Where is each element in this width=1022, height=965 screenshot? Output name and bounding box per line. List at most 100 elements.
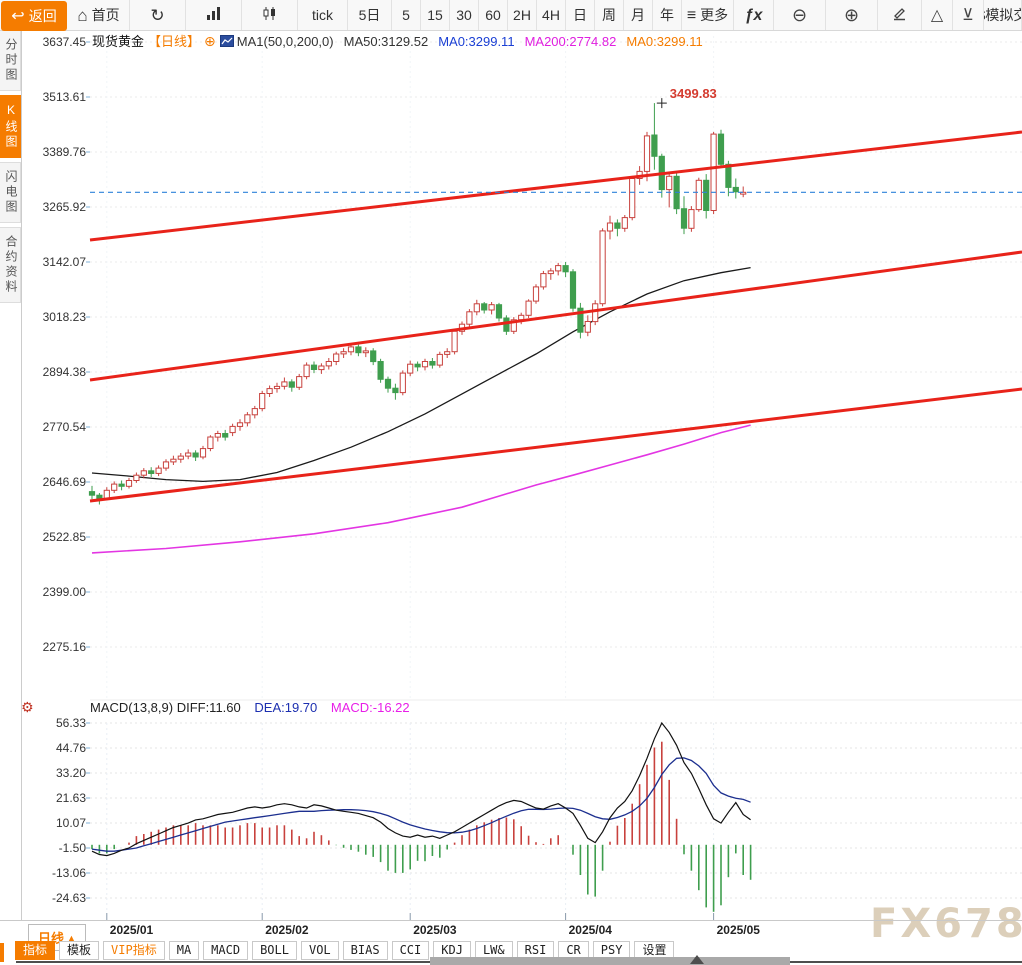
chart-type-sidebar: 分时图 K线图闪电图合约资料 — [0, 30, 22, 920]
macd-axis-tick: 33.20 — [55, 765, 86, 780]
tab-template[interactable]: 模板 — [59, 941, 100, 960]
tab-macd[interactable]: MACD — [203, 941, 249, 960]
macd-axis-tick: -13.06 — [51, 865, 86, 880]
period-30-button[interactable]: 30 — [450, 0, 479, 30]
toolbar-label: 2H — [513, 7, 531, 23]
macd-dea-value: DEA:19.70 — [254, 700, 318, 715]
toolbar-label: 15 — [427, 7, 443, 23]
ma-values: MA50:3129.52 MA0:3299.11 MA200:2774.82 MA0:… — [334, 34, 703, 49]
macd-header: MACD(13,8,9) DIFF:11.60 DEA:19.70 MACD:-… — [90, 700, 420, 715]
macd-macd-value: MACD:-16.22 — [330, 700, 410, 715]
price-axis-tick: 3637.45 — [42, 35, 86, 49]
period-month-button[interactable]: 月 — [624, 0, 653, 30]
tab-boll[interactable]: BOLL — [252, 941, 297, 960]
pencil-icon — [892, 6, 907, 24]
home-icon: ⌂ — [77, 5, 88, 25]
macd-axis-tick: 56.33 — [55, 716, 86, 730]
toolbar-label: 周 — [602, 7, 616, 23]
macd-axis-tick: 21.63 — [55, 791, 86, 805]
tab-contract-info[interactable]: 合约资料 — [0, 227, 21, 303]
ma-settings: MA1(50,0,200,0) — [236, 34, 334, 49]
candlestick-icon — [262, 6, 278, 24]
xor-icon: ⊻ — [962, 6, 974, 24]
send-bottom-button[interactable]: ⊻ — [953, 0, 984, 30]
toolbar-label: 5日 — [358, 7, 381, 23]
tab-psy[interactable]: PSY — [592, 941, 631, 960]
shape-triangle-button[interactable]: △ — [922, 0, 953, 30]
draw-button[interactable] — [878, 0, 922, 30]
time-axis-tick: 2025/04 — [568, 923, 612, 937]
scrollbar-arrow-icon — [690, 955, 704, 964]
bottom-scrollbar-thumb[interactable] — [430, 957, 790, 965]
tick-button[interactable]: tick — [298, 0, 348, 30]
ma-value: MA0:3299.11 — [438, 34, 515, 49]
price-axis-tick: 2770.54 — [42, 419, 86, 434]
period-60-button[interactable]: 60 — [479, 0, 508, 30]
add-compare-icon[interactable]: ⊕ — [204, 33, 216, 49]
tab-cci[interactable]: CCI — [391, 941, 430, 960]
price-axis-tick: 3389.76 — [42, 145, 86, 159]
refresh-button[interactable]: ↻ — [130, 0, 186, 30]
price-axis-tick: 2646.69 — [42, 475, 86, 489]
tab-kdj[interactable]: KDJ — [433, 941, 471, 960]
time-axis: 2025/01 2025/02 2025/03 2025/04 2025/05 — [0, 920, 1022, 940]
formula-button[interactable]: ƒx — [734, 0, 774, 30]
toolbar-label: 日 — [573, 7, 587, 23]
corner-accent-bar — [0, 943, 4, 962]
price-axis-tick: 3018.23 — [42, 309, 86, 324]
time-axis-tick: 2025/02 — [265, 923, 309, 937]
ma-value: MA200:2774.82 — [524, 34, 617, 49]
tab-kline-chart[interactable]: K线图 — [0, 95, 21, 158]
candlestick-button[interactable] — [242, 0, 298, 30]
triangle-icon: △ — [930, 6, 944, 24]
tab-settings[interactable]: 设置 — [634, 941, 675, 960]
tab-lightning-chart[interactable]: 闪电图 — [0, 162, 21, 223]
ma-value: MA0:3299.11 — [626, 34, 703, 49]
tab-rsi[interactable]: RSI — [516, 941, 555, 960]
macd-axis-tick: -24.63 — [51, 891, 86, 905]
toolbar-label: $模拟交 — [984, 7, 1021, 23]
refresh-icon: ↻ — [150, 5, 165, 25]
indicator-settings-gear-icon[interactable]: ⚙ — [21, 699, 34, 715]
period-day-button[interactable]: 日 — [566, 0, 595, 30]
price-chart[interactable] — [90, 35, 1022, 920]
macd-axis-tick: -1.50 — [58, 841, 86, 855]
tab-vip-indicator[interactable]: VIP指标 — [103, 941, 165, 960]
price-axis-tick: 3265.92 — [42, 199, 86, 214]
home-button[interactable]: ⌂ 首页 — [68, 0, 130, 30]
more-button[interactable]: ≡ 更多 — [682, 0, 734, 30]
period-5day-button[interactable]: 5日 — [348, 0, 392, 30]
toolbar-label: 5 — [402, 7, 410, 23]
zoom-out-icon: ⊖ — [791, 5, 808, 25]
tab-ma[interactable]: MA — [168, 941, 200, 960]
period-week-button[interactable]: 周 — [595, 0, 624, 30]
high-price-annotation: 3499.83 — [669, 86, 717, 102]
price-axis-tick: 2522.85 — [42, 529, 86, 544]
period-year-button[interactable]: 年 — [653, 0, 682, 30]
bar-chart-button[interactable] — [186, 0, 242, 30]
tab-indicator[interactable]: 指标 — [15, 941, 56, 960]
zoom-out-button[interactable]: ⊖ — [774, 0, 826, 30]
period-5-button[interactable]: 5 — [392, 0, 421, 30]
period-2h-button[interactable]: 2H — [508, 0, 537, 30]
time-axis-tick: 2025/05 — [716, 923, 760, 937]
watermark: FX678 — [870, 901, 1022, 947]
price-axis-tick: 2894.38 — [42, 365, 86, 379]
zoom-in-icon: ⊕ — [843, 5, 860, 25]
toolbar-label: 更多 — [700, 7, 729, 23]
fx-icon: ƒx — [744, 6, 763, 24]
tab-time-chart[interactable]: 分时图 — [0, 30, 21, 91]
tab-vol[interactable]: VOL — [300, 941, 339, 960]
price-axis-tick: 3513.61 — [42, 89, 86, 104]
toolbar-label: 首页 — [91, 7, 120, 23]
period-15-button[interactable]: 15 — [421, 0, 450, 30]
back-button[interactable]: ↩ 返回 — [1, 1, 67, 31]
sim-trade-button[interactable]: $模拟交 — [984, 0, 1022, 30]
period-4h-button[interactable]: 4H — [537, 0, 566, 30]
zoom-in-button[interactable]: ⊕ — [826, 0, 878, 30]
tab-bias[interactable]: BIAS — [342, 941, 388, 960]
macd-axis-tick: 10.07 — [55, 815, 86, 830]
back-arrow-icon: ↩ — [11, 7, 25, 25]
price-axis-tick: 2275.16 — [42, 640, 86, 654]
